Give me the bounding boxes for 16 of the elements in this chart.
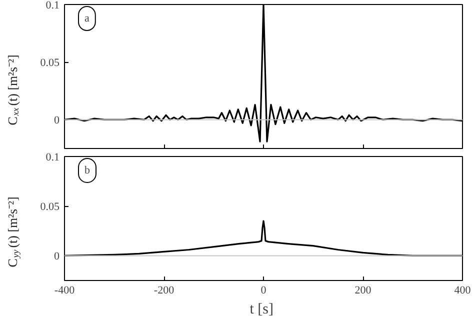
x-tick-label: 0 — [260, 284, 267, 296]
x-tick-label: 200 — [354, 284, 372, 296]
y-tick-label: 0.05 — [40, 57, 60, 70]
x-tick-label: -200 — [154, 284, 175, 296]
x-tick-label: -400 — [54, 284, 76, 296]
y-tick-label: 0.1 — [46, 152, 60, 164]
annotation: b — [84, 164, 90, 176]
y-tick-label: 0 — [54, 250, 60, 263]
y-axis-title: Cyy(t) [m²s⁻²] — [5, 196, 20, 268]
x-axis-title: t [s] — [250, 302, 274, 318]
x-tick-label: 400 — [454, 284, 472, 296]
annotation: a — [84, 12, 90, 24]
y-tick-label: 0.05 — [40, 201, 60, 214]
y-tick-label: 0.1 — [46, 0, 60, 12]
y-axis-title: Cxx(t) [m²s⁻²] — [5, 54, 20, 126]
y-tick-label: 0 — [54, 114, 60, 127]
